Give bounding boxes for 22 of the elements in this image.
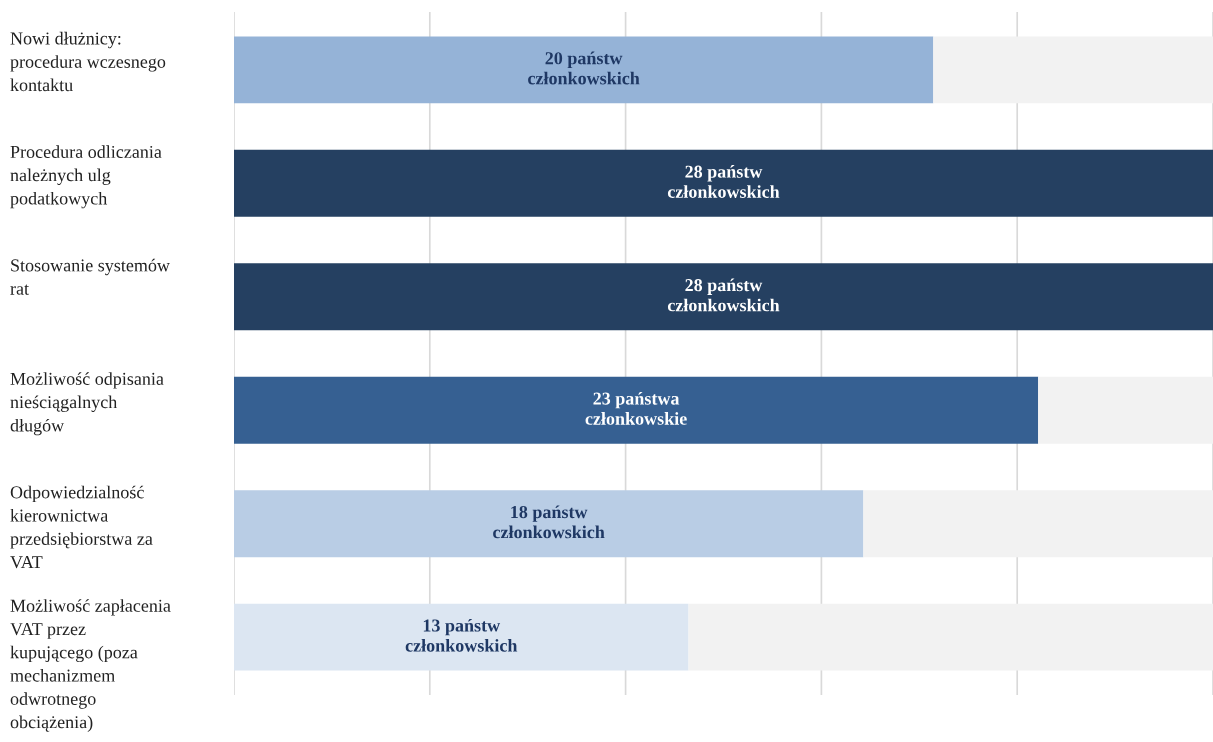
y-tick-label: Możliwość zapłacenia VAT przez kupującego (poza mechanizmem odwrotnego obciążenia) — [10, 599, 171, 732]
bar — [1038, 376, 1213, 444]
bar — [234, 376, 1039, 444]
y-tick-label: Odpowiedzialność kierownictwa przedsiębiorstwa za VAT — [10, 485, 153, 569]
data-label: 13 państw członkowskich — [405, 618, 518, 652]
bar — [863, 490, 1213, 558]
bar — [234, 263, 1213, 331]
y-tick-label: Nowi dłużnicy: procedura wczesnego kontaktu — [10, 31, 166, 92]
data-label: 28 państw członkowskich — [667, 165, 780, 198]
bar — [234, 149, 1213, 217]
bar — [234, 36, 934, 104]
bar — [933, 36, 1213, 104]
data-label: 23 państwa członkowskie — [585, 391, 687, 425]
y-tick-label: Procedura odliczania należnych ulg podatkowych — [10, 145, 162, 209]
y-tick-label: Możliwość odpisania nieściągalnych długów — [10, 372, 164, 436]
bar — [688, 603, 1213, 671]
data-label: 20 państw członkowskich — [528, 51, 640, 85]
y-tick-label: Stosowanie systemów rat — [10, 258, 170, 295]
bar — [234, 603, 689, 671]
bar — [234, 490, 864, 558]
data-label: 18 państw członkowskich — [493, 505, 605, 539]
data-label: 28 państw członkowskich — [667, 278, 780, 312]
